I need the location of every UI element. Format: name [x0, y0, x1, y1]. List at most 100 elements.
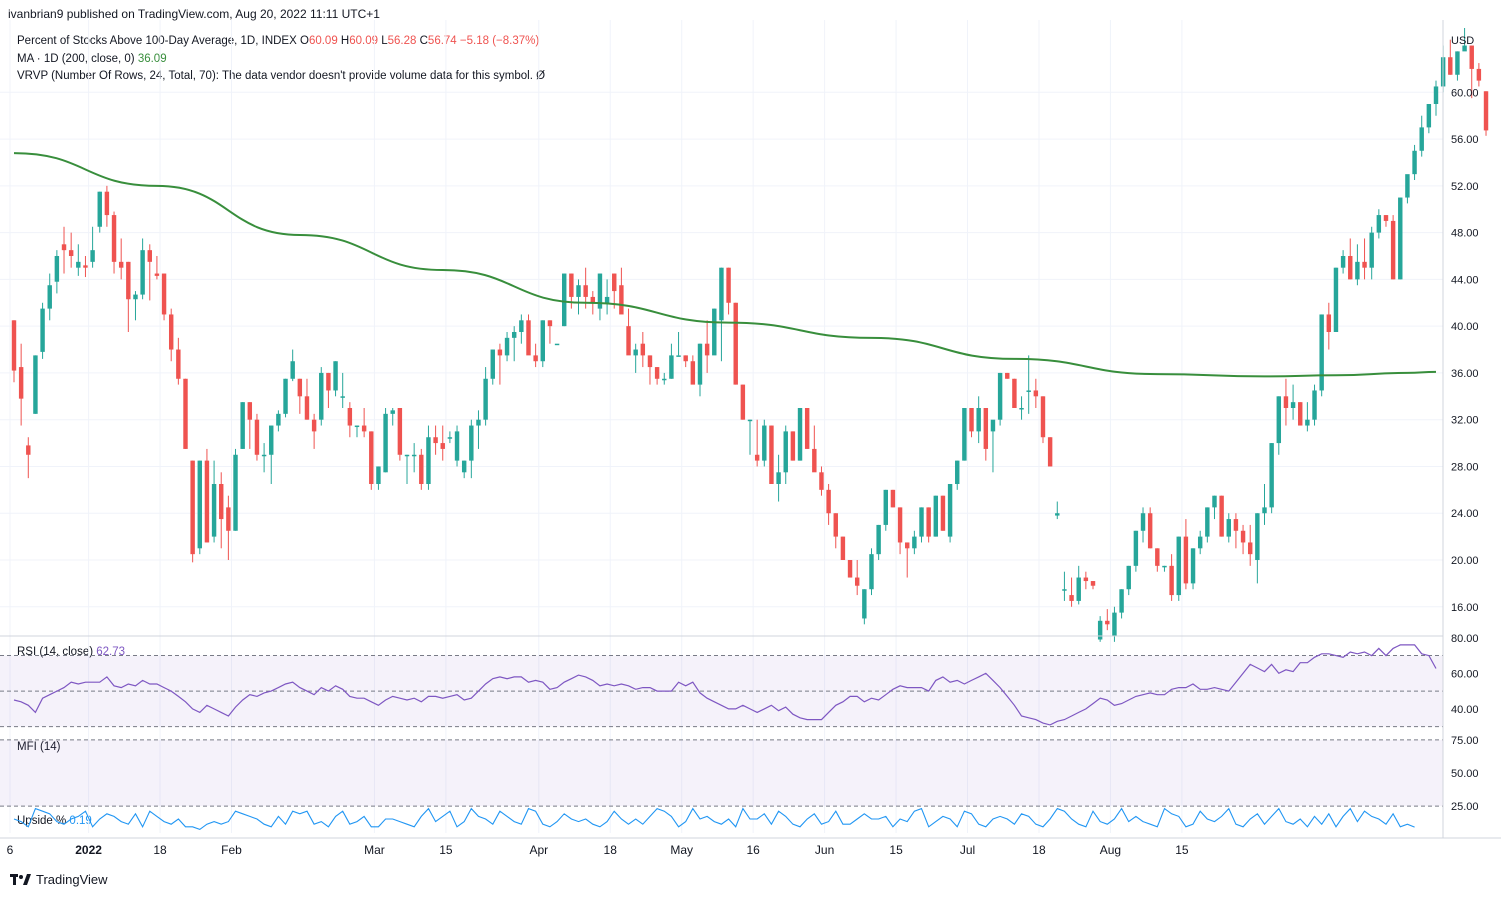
candle: [1040, 396, 1046, 444]
candle-body: [726, 267, 731, 303]
candle-body: [733, 302, 738, 385]
candle: [533, 343, 538, 368]
candle-body: [1105, 620, 1110, 625]
candle: [562, 273, 567, 327]
candle: [426, 425, 431, 490]
candle: [61, 226, 67, 274]
candle-body: [154, 273, 160, 276]
candle-body: [483, 378, 488, 420]
candle-body: [554, 343, 560, 346]
candle: [747, 419, 753, 455]
candle: [955, 460, 960, 490]
time-tick-label: 18: [1032, 843, 1046, 857]
candle: [876, 524, 881, 560]
candle-body: [1083, 577, 1089, 582]
candle-body: [1247, 542, 1253, 555]
candle-body: [1169, 565, 1174, 596]
candle: [283, 378, 288, 418]
candle-body: [1076, 577, 1081, 601]
candle-body: [826, 489, 831, 514]
candle: [190, 460, 195, 563]
candle: [869, 548, 874, 596]
time-tick-label: 6: [7, 843, 14, 857]
candle-body: [1426, 104, 1432, 128]
candle-body: [926, 507, 931, 537]
candle-body: [876, 524, 881, 555]
candle: [976, 396, 981, 444]
candle-body: [433, 437, 438, 444]
mfi-label: MFI (14): [17, 741, 61, 753]
candle: [11, 320, 17, 383]
candle: [1405, 174, 1410, 204]
candle: [276, 410, 281, 432]
candle-body: [1005, 372, 1010, 379]
main-legend: Percent of Stocks Above 100-Day Average,…: [17, 35, 539, 47]
tradingview-brand[interactable]: TradingView: [10, 872, 108, 887]
rsi-tick-label: 60.00: [1451, 668, 1479, 680]
time-tick-label: Jun: [815, 843, 834, 857]
vrvp-legend[interactable]: VRVP (Number Of Rows, 24, Total, 70): Th…: [17, 70, 545, 82]
candle: [211, 460, 217, 543]
candle-body: [854, 577, 860, 586]
candle: [1455, 51, 1460, 81]
rsi-legend[interactable]: RSI (14, close) 62.73: [17, 646, 125, 658]
candle: [1069, 577, 1074, 607]
mfi-legend[interactable]: MFI (14): [17, 741, 60, 753]
candle-body: [840, 536, 846, 560]
candle-body: [211, 484, 217, 537]
candle-body: [326, 372, 331, 391]
candle: [619, 267, 624, 315]
candle: [604, 279, 610, 315]
candle-body: [311, 419, 317, 432]
candle: [297, 378, 303, 414]
candle-body: [1190, 548, 1196, 584]
candle-body: [304, 396, 310, 420]
candle: [33, 355, 38, 414]
candle-body: [569, 273, 574, 297]
rsi-series: [13, 644, 1437, 726]
candle: [97, 191, 102, 233]
candle: [840, 536, 846, 560]
candle-body: [497, 349, 503, 356]
ma-200-line: [13, 152, 1437, 378]
candle: [433, 425, 438, 455]
candle-body: [1398, 197, 1403, 280]
candle-body: [111, 215, 117, 262]
time-tick-label: 15: [1175, 843, 1189, 857]
candle: [204, 448, 210, 543]
candle: [833, 513, 838, 549]
candle: [1369, 226, 1374, 280]
candle-body: [969, 408, 974, 432]
candle-body: [168, 314, 174, 350]
candle-body: [933, 495, 939, 537]
candle-body: [97, 191, 102, 227]
candle-body: [1012, 378, 1017, 408]
candle-body: [54, 256, 60, 282]
candle: [376, 466, 381, 490]
ma-label[interactable]: MA · 1D (200, close, 0): [17, 53, 135, 65]
candle-body: [704, 343, 710, 356]
candle-body: [361, 425, 367, 432]
candle: [1205, 507, 1210, 543]
candle: [1326, 302, 1332, 350]
candle-body: [176, 349, 181, 379]
candle-body: [940, 495, 946, 531]
candle-body: [376, 466, 381, 484]
time-tick-label: 18: [604, 843, 618, 857]
candle-body: [962, 408, 967, 461]
symbol-label[interactable]: Percent of Stocks Above 100-Day Average,…: [17, 35, 297, 47]
candle: [1476, 63, 1482, 87]
candle-body: [590, 296, 596, 303]
candle: [1448, 39, 1453, 75]
open-value: 60.09: [308, 35, 338, 47]
candle-body: [690, 361, 696, 385]
upside-series: [13, 807, 1415, 831]
candle-body: [254, 419, 260, 455]
candle: [261, 443, 267, 473]
candle-body: [461, 460, 467, 473]
candle: [326, 372, 331, 408]
candle: [133, 291, 138, 321]
candle-body: [669, 355, 674, 379]
candle-body: [697, 343, 703, 385]
